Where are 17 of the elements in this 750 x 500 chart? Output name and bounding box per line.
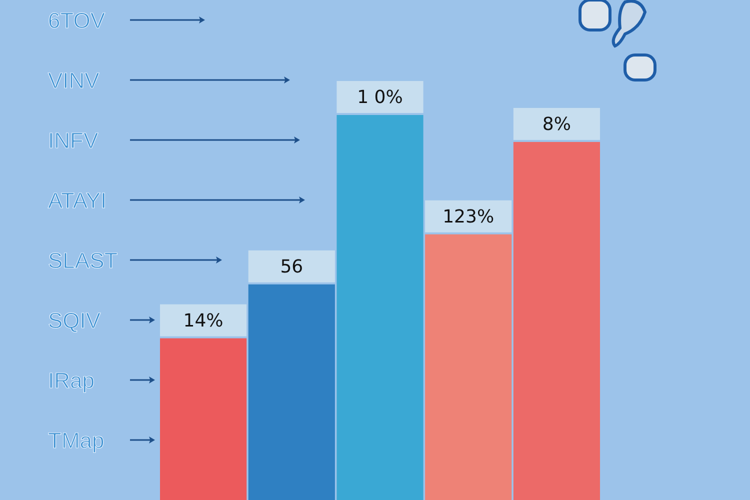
annotation: 56 (280, 256, 304, 278)
text: SQIV (48, 308, 101, 333)
text: SLAST (48, 248, 118, 273)
text: INFV (48, 128, 98, 153)
annotation: 8% (542, 114, 571, 135)
text: 1 0% (357, 87, 403, 108)
bar (336, 115, 424, 500)
bar (513, 142, 600, 500)
bar (425, 234, 512, 500)
text: VINV (48, 68, 100, 93)
text: ATAYI (48, 188, 107, 213)
text: TMap (48, 428, 104, 453)
annotation: 14% (183, 310, 224, 332)
bar (160, 338, 247, 500)
text: IRap (48, 368, 94, 393)
bar (248, 284, 335, 500)
annotation: 123% (442, 206, 494, 228)
